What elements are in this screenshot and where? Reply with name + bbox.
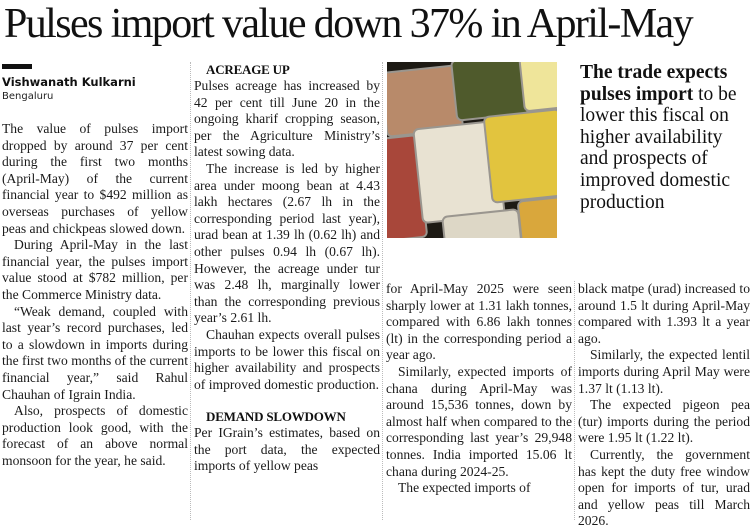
paragraph: Pulses acreage has increased by 42 per c… (194, 78, 380, 160)
paragraph: The expected pigeon pea (tur) imports du… (578, 397, 750, 446)
headline: Pulses import value down 37% in April-Ma… (4, 1, 694, 47)
paragraph: Also, prospects of do­mestic production … (2, 403, 188, 468)
tray-yellow-pale (518, 62, 557, 113)
column-4: black matpe (urad) in­creased to around … (578, 281, 750, 530)
paragraph: The increase is led by higher area under… (194, 160, 380, 326)
tray-orange-dal (516, 195, 557, 238)
pull-quote-bold: The trade expects pulses import (580, 62, 728, 105)
column-1: Vishwanath Kulkarni Bengaluru The value … (2, 62, 188, 469)
pull-quote: The trade expects pulses import to be lo… (580, 62, 752, 213)
spacer (194, 393, 380, 409)
paragraph: for April-May 2025 were seen sharply low… (386, 281, 572, 363)
column-rule (574, 281, 575, 520)
pull-quote-text: to be lower this fiscal on higher availa… (580, 83, 737, 213)
pulses-photo (387, 62, 557, 238)
paragraph: Similarly, the expected lentil imports d… (578, 347, 750, 396)
paragraph: black matpe (urad) in­creased to around … (578, 281, 750, 346)
tray-yellow-dal (482, 108, 557, 204)
column-rule (190, 62, 191, 520)
column-3: for April-May 2025 were seen sharply low… (386, 281, 572, 497)
dateline: Bengaluru (2, 91, 54, 102)
paragraph: Currently, the govern­ment has kept the … (578, 446, 750, 529)
subhead-acreage: ACREAGE UP (206, 62, 290, 77)
subhead-demand: DEMAND SLOWDOWN (206, 409, 346, 425)
paragraph: Chauhan expects overall pulses imports t… (194, 326, 380, 392)
paragraph: Similarly, expected im­ports of chana du… (386, 363, 572, 479)
paragraph: “Weak demand, coupled with last year’s r… (2, 303, 188, 402)
byline-rule (2, 64, 32, 69)
paragraph: Per IGrain’s estimates, based on the por… (194, 425, 380, 474)
column-2: ACREAGE UP Pulses acreage has increased … (194, 62, 380, 475)
paragraph: During April-May in the last financial y… (2, 237, 188, 302)
paragraph: The expected imports of (398, 480, 531, 496)
paragraph: The value of pulses import dropped by ar… (2, 121, 188, 236)
byline: Vishwanath Kulkarni (2, 75, 136, 89)
column-rule (382, 62, 383, 520)
